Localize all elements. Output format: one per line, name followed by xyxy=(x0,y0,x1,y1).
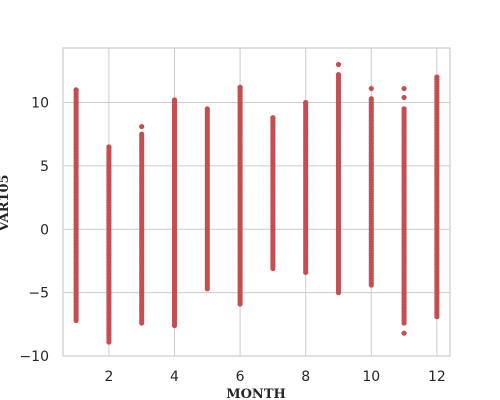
x-tick-label: 4 xyxy=(170,369,179,385)
data-point xyxy=(401,106,407,112)
outlier-point xyxy=(368,85,374,92)
x-tick-label: 10 xyxy=(362,369,380,385)
data-point xyxy=(335,72,342,78)
data-point xyxy=(368,96,374,102)
outlier-point xyxy=(335,61,342,68)
data-point xyxy=(270,115,276,121)
y-tick-label: −10 xyxy=(19,349,49,365)
data-points xyxy=(73,61,440,345)
axes-frame xyxy=(62,47,451,357)
y-axis-label: VAR105 xyxy=(0,174,12,232)
outlier-point xyxy=(401,330,407,336)
y-tick-label: 5 xyxy=(40,159,49,175)
x-axis-label: MONTH xyxy=(226,387,286,400)
x-tick-label: 6 xyxy=(236,369,245,385)
data-point xyxy=(434,74,440,80)
tick-labels: 2 4 6 8 10 12 10 5 0 −5 −10 xyxy=(19,96,445,385)
outlier-point xyxy=(139,123,145,130)
outlier-point xyxy=(401,85,407,92)
axes-border xyxy=(62,47,451,357)
outlier-point xyxy=(401,94,407,101)
data-point xyxy=(73,87,79,93)
data-point xyxy=(139,131,145,137)
y-tick-label: 0 xyxy=(40,222,49,238)
data-point xyxy=(204,106,210,112)
data-point xyxy=(171,97,178,103)
y-tick-label: 10 xyxy=(31,96,49,112)
data-point xyxy=(106,144,112,150)
x-tick-label: 2 xyxy=(104,369,113,385)
data-point xyxy=(303,99,309,106)
data-point xyxy=(237,84,243,90)
x-tick-label: 12 xyxy=(428,369,446,385)
x-tick-label: 8 xyxy=(301,369,310,385)
y-tick-label: −5 xyxy=(28,286,49,302)
